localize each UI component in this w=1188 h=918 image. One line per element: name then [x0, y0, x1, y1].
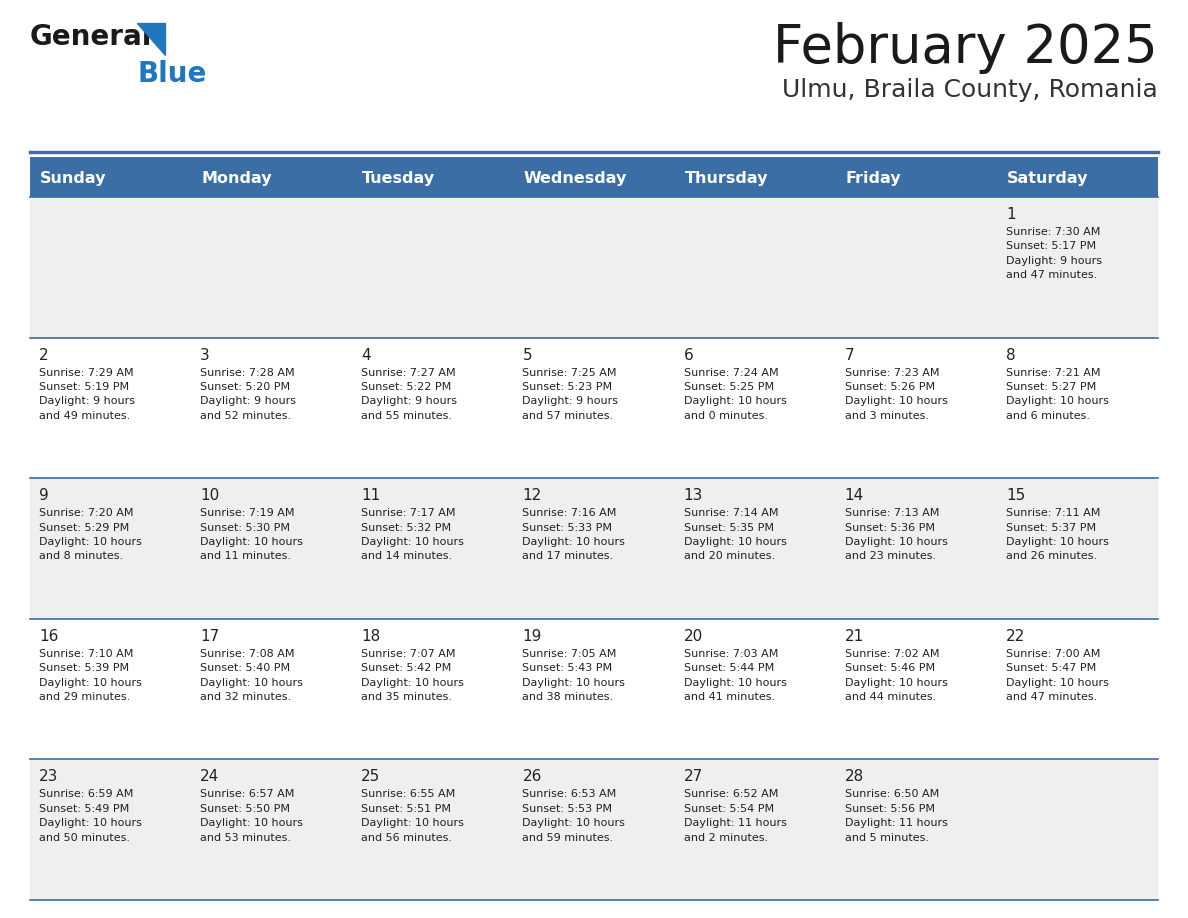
Text: Sunrise: 7:10 AM
Sunset: 5:39 PM
Daylight: 10 hours
and 29 minutes.: Sunrise: 7:10 AM Sunset: 5:39 PM Dayligh…: [39, 649, 141, 702]
Text: 21: 21: [845, 629, 864, 644]
Text: 16: 16: [39, 629, 58, 644]
Text: Sunrise: 7:29 AM
Sunset: 5:19 PM
Daylight: 9 hours
and 49 minutes.: Sunrise: 7:29 AM Sunset: 5:19 PM Dayligh…: [39, 367, 135, 420]
Text: Ulmu, Braila County, Romania: Ulmu, Braila County, Romania: [782, 78, 1158, 102]
Text: Friday: Friday: [846, 171, 902, 185]
Text: Sunrise: 6:59 AM
Sunset: 5:49 PM
Daylight: 10 hours
and 50 minutes.: Sunrise: 6:59 AM Sunset: 5:49 PM Dayligh…: [39, 789, 141, 843]
FancyBboxPatch shape: [30, 197, 1158, 338]
Text: Sunrise: 6:57 AM
Sunset: 5:50 PM
Daylight: 10 hours
and 53 minutes.: Sunrise: 6:57 AM Sunset: 5:50 PM Dayligh…: [200, 789, 303, 843]
Text: Sunrise: 6:52 AM
Sunset: 5:54 PM
Daylight: 11 hours
and 2 minutes.: Sunrise: 6:52 AM Sunset: 5:54 PM Dayligh…: [683, 789, 786, 843]
Text: 13: 13: [683, 488, 703, 503]
Text: Sunrise: 7:05 AM
Sunset: 5:43 PM
Daylight: 10 hours
and 38 minutes.: Sunrise: 7:05 AM Sunset: 5:43 PM Dayligh…: [523, 649, 625, 702]
Text: Sunrise: 7:11 AM
Sunset: 5:37 PM
Daylight: 10 hours
and 26 minutes.: Sunrise: 7:11 AM Sunset: 5:37 PM Dayligh…: [1006, 509, 1108, 562]
Text: 18: 18: [361, 629, 380, 644]
Text: Sunrise: 7:14 AM
Sunset: 5:35 PM
Daylight: 10 hours
and 20 minutes.: Sunrise: 7:14 AM Sunset: 5:35 PM Dayligh…: [683, 509, 786, 562]
Text: Sunrise: 7:21 AM
Sunset: 5:27 PM
Daylight: 10 hours
and 6 minutes.: Sunrise: 7:21 AM Sunset: 5:27 PM Dayligh…: [1006, 367, 1108, 420]
Text: Wednesday: Wednesday: [524, 171, 627, 185]
Text: 2: 2: [39, 348, 49, 363]
Text: 22: 22: [1006, 629, 1025, 644]
Text: Sunrise: 7:28 AM
Sunset: 5:20 PM
Daylight: 9 hours
and 52 minutes.: Sunrise: 7:28 AM Sunset: 5:20 PM Dayligh…: [200, 367, 296, 420]
Text: 1: 1: [1006, 207, 1016, 222]
Text: 4: 4: [361, 348, 371, 363]
Text: Sunrise: 7:03 AM
Sunset: 5:44 PM
Daylight: 10 hours
and 41 minutes.: Sunrise: 7:03 AM Sunset: 5:44 PM Dayligh…: [683, 649, 786, 702]
Text: 20: 20: [683, 629, 703, 644]
Text: 26: 26: [523, 769, 542, 784]
Text: 9: 9: [39, 488, 49, 503]
Text: Sunday: Sunday: [40, 171, 107, 185]
Text: 3: 3: [200, 348, 210, 363]
Text: 19: 19: [523, 629, 542, 644]
Text: 25: 25: [361, 769, 380, 784]
Text: Sunrise: 6:50 AM
Sunset: 5:56 PM
Daylight: 11 hours
and 5 minutes.: Sunrise: 6:50 AM Sunset: 5:56 PM Dayligh…: [845, 789, 948, 843]
Text: 8: 8: [1006, 348, 1016, 363]
Text: Thursday: Thursday: [684, 171, 769, 185]
Text: 23: 23: [39, 769, 58, 784]
Text: Sunrise: 7:13 AM
Sunset: 5:36 PM
Daylight: 10 hours
and 23 minutes.: Sunrise: 7:13 AM Sunset: 5:36 PM Dayligh…: [845, 509, 948, 562]
Text: Sunrise: 7:19 AM
Sunset: 5:30 PM
Daylight: 10 hours
and 11 minutes.: Sunrise: 7:19 AM Sunset: 5:30 PM Dayligh…: [200, 509, 303, 562]
Text: Sunrise: 7:20 AM
Sunset: 5:29 PM
Daylight: 10 hours
and 8 minutes.: Sunrise: 7:20 AM Sunset: 5:29 PM Dayligh…: [39, 509, 141, 562]
Text: Sunrise: 7:02 AM
Sunset: 5:46 PM
Daylight: 10 hours
and 44 minutes.: Sunrise: 7:02 AM Sunset: 5:46 PM Dayligh…: [845, 649, 948, 702]
Text: Sunrise: 6:53 AM
Sunset: 5:53 PM
Daylight: 10 hours
and 59 minutes.: Sunrise: 6:53 AM Sunset: 5:53 PM Dayligh…: [523, 789, 625, 843]
Text: 27: 27: [683, 769, 703, 784]
FancyBboxPatch shape: [30, 619, 1158, 759]
Text: Sunrise: 7:27 AM
Sunset: 5:22 PM
Daylight: 9 hours
and 55 minutes.: Sunrise: 7:27 AM Sunset: 5:22 PM Dayligh…: [361, 367, 457, 420]
Text: Sunrise: 7:23 AM
Sunset: 5:26 PM
Daylight: 10 hours
and 3 minutes.: Sunrise: 7:23 AM Sunset: 5:26 PM Dayligh…: [845, 367, 948, 420]
Text: 6: 6: [683, 348, 694, 363]
FancyBboxPatch shape: [30, 338, 1158, 478]
Text: Sunrise: 7:24 AM
Sunset: 5:25 PM
Daylight: 10 hours
and 0 minutes.: Sunrise: 7:24 AM Sunset: 5:25 PM Dayligh…: [683, 367, 786, 420]
Text: Sunrise: 7:16 AM
Sunset: 5:33 PM
Daylight: 10 hours
and 17 minutes.: Sunrise: 7:16 AM Sunset: 5:33 PM Dayligh…: [523, 509, 625, 562]
Text: 11: 11: [361, 488, 380, 503]
Text: Sunrise: 7:30 AM
Sunset: 5:17 PM
Daylight: 9 hours
and 47 minutes.: Sunrise: 7:30 AM Sunset: 5:17 PM Dayligh…: [1006, 227, 1101, 280]
Text: Tuesday: Tuesday: [362, 171, 436, 185]
Text: 15: 15: [1006, 488, 1025, 503]
Text: 24: 24: [200, 769, 220, 784]
Text: 17: 17: [200, 629, 220, 644]
Text: Saturday: Saturday: [1007, 171, 1088, 185]
Text: Sunrise: 7:17 AM
Sunset: 5:32 PM
Daylight: 10 hours
and 14 minutes.: Sunrise: 7:17 AM Sunset: 5:32 PM Dayligh…: [361, 509, 465, 562]
Text: February 2025: February 2025: [773, 22, 1158, 74]
Text: 10: 10: [200, 488, 220, 503]
FancyBboxPatch shape: [30, 157, 1158, 197]
Text: 28: 28: [845, 769, 864, 784]
Text: Sunrise: 7:08 AM
Sunset: 5:40 PM
Daylight: 10 hours
and 32 minutes.: Sunrise: 7:08 AM Sunset: 5:40 PM Dayligh…: [200, 649, 303, 702]
Text: 14: 14: [845, 488, 864, 503]
FancyBboxPatch shape: [30, 478, 1158, 619]
Text: Sunrise: 6:55 AM
Sunset: 5:51 PM
Daylight: 10 hours
and 56 minutes.: Sunrise: 6:55 AM Sunset: 5:51 PM Dayligh…: [361, 789, 465, 843]
Text: Sunrise: 7:00 AM
Sunset: 5:47 PM
Daylight: 10 hours
and 47 minutes.: Sunrise: 7:00 AM Sunset: 5:47 PM Dayligh…: [1006, 649, 1108, 702]
Text: General: General: [30, 23, 152, 51]
Text: 12: 12: [523, 488, 542, 503]
Text: Blue: Blue: [137, 60, 207, 88]
Text: 7: 7: [845, 348, 854, 363]
Text: Sunrise: 7:07 AM
Sunset: 5:42 PM
Daylight: 10 hours
and 35 minutes.: Sunrise: 7:07 AM Sunset: 5:42 PM Dayligh…: [361, 649, 465, 702]
Polygon shape: [137, 23, 165, 55]
Text: Sunrise: 7:25 AM
Sunset: 5:23 PM
Daylight: 9 hours
and 57 minutes.: Sunrise: 7:25 AM Sunset: 5:23 PM Dayligh…: [523, 367, 619, 420]
Text: 5: 5: [523, 348, 532, 363]
FancyBboxPatch shape: [30, 759, 1158, 900]
Text: Monday: Monday: [201, 171, 272, 185]
